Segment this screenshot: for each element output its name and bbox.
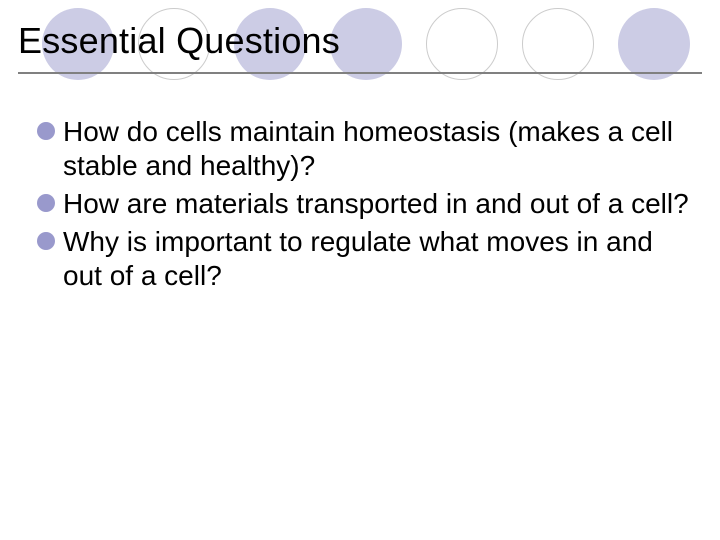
slide-title: Essential Questions [18, 20, 340, 62]
bullet-text: How do cells maintain homeostasis (makes… [63, 115, 690, 183]
bullet-text: How are materials transported in and out… [63, 187, 690, 221]
list-item: How are materials transported in and out… [37, 187, 690, 221]
list-item: Why is important to regulate what moves … [37, 225, 690, 293]
title-underline [18, 72, 702, 74]
circle-3 [330, 8, 402, 80]
list-item: How do cells maintain homeostasis (makes… [37, 115, 690, 183]
bullet-icon [37, 194, 55, 212]
circle-6 [618, 8, 690, 80]
bullet-list: How do cells maintain homeostasis (makes… [37, 115, 690, 297]
circle-5 [522, 8, 594, 80]
bullet-icon [37, 122, 55, 140]
bullet-text: Why is important to regulate what moves … [63, 225, 690, 293]
circle-4 [426, 8, 498, 80]
bullet-icon [37, 232, 55, 250]
